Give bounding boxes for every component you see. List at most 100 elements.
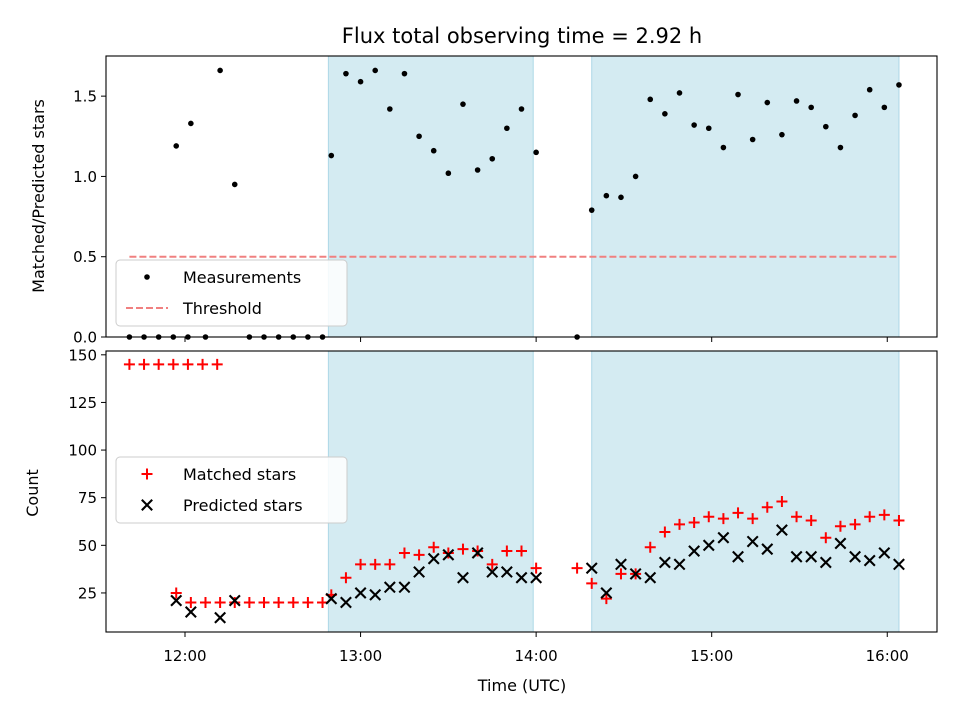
matched-stars-point-10 [214,596,226,608]
matched-stars-point-6 [211,358,223,370]
matched-stars-point-51 [834,520,846,532]
matched-stars-point-52 [849,518,861,530]
y-tick-label: 100 [68,442,97,460]
matched-stars-point-2 [153,358,165,370]
predicted-stars-point-36 [834,537,847,550]
matched-stars-point-8 [185,596,197,608]
matched-stars-point-24 [413,549,425,561]
predicted-stars-point-33 [790,550,803,563]
matched-stars-point-42 [703,511,715,523]
x-tick-label: 14:00 [515,647,558,665]
predicted-stars-point-4 [325,592,338,605]
measurements-point-6 [188,120,194,127]
y-tick-label: 50 [78,537,97,555]
measurements-point-43 [749,136,756,143]
measurements-point-44 [764,99,771,106]
predicted-stars-point-34 [805,550,818,563]
y-tick-label: 150 [68,346,97,364]
matched-stars-point-55 [893,515,905,527]
measurements-point-22 [416,133,422,140]
measurements-point-37 [662,111,668,117]
observing-window-shade-1 [591,55,900,338]
measurements-point-28 [504,125,510,132]
matched-stars-point-47 [776,496,788,508]
legend-box [115,259,348,327]
measurements-point-48 [823,123,829,130]
legend-box [115,456,348,524]
matched-stars-point-1 [138,358,150,370]
matched-stars-point-32 [530,562,542,574]
legend-label-threshold: Threshold [182,299,262,318]
measurements-point-52 [881,104,888,111]
measurements-point-50 [852,112,858,119]
predicted-stars-point-28 [717,531,730,544]
chart-title: Flux total observing time = 2.92 h [342,24,702,48]
x-tick-label: 12:00 [163,647,206,665]
predicted-stars-point-19 [585,562,598,575]
predicted-stars-point-26 [688,545,701,557]
measurements-point-5 [173,143,180,149]
y-tick-label: 0.0 [73,329,97,347]
legend: Matched stars Predicted stars [115,456,348,524]
legend-label-matched-stars: Matched stars [183,465,296,484]
matched-stars-point-50 [820,532,832,544]
predicted-stars-point-35 [819,556,832,569]
matched-stars-point-39 [659,526,671,538]
measurements-point-25 [460,101,466,107]
predicted-stars-point-23 [644,571,657,584]
measurements-point-32 [588,207,595,213]
measurements-point-46 [793,98,800,104]
predicted-stars-point-38 [863,554,876,567]
measurements-point-23 [430,147,437,154]
matched-stars-point-43 [717,513,729,525]
predicted-stars-point-22 [629,567,642,580]
matched-stars-point-20 [355,558,367,570]
observing-window-shade-0 [327,350,534,633]
y-tick-label: 75 [78,489,97,507]
matched-stars-point-41 [688,516,700,528]
measurements-point-35 [632,173,639,180]
legend-swatch-predicted-stars [141,499,153,511]
predicted-stars-point-13 [457,571,469,584]
matched-stars-point-45 [747,513,759,525]
y-tick-label: 25 [78,584,97,602]
observing-window-shade-0 [327,55,534,338]
measurements-point-18 [357,78,364,85]
predicted-stars-point-30 [746,535,759,548]
matched-stars-point-36 [615,568,627,580]
predicted-stars-point-17 [515,571,528,584]
ratio-panel: 0.0 0.5 1.0 1.5 Measurements Threshold [73,55,938,347]
matched-stars-point-0 [123,358,135,370]
predicted-stars-point-7 [369,588,382,601]
measurements-point-8 [217,67,223,74]
x-axis-label: Time (UTC) [477,676,566,695]
predicted-stars-point-10 [413,566,426,578]
measurements-point-21 [401,70,408,77]
matched-stars-point-11 [229,596,241,608]
legend-label-measurements: Measurements [183,268,301,287]
predicted-stars-point-12 [442,548,455,561]
predicted-stars-point-18 [530,571,543,584]
matched-stars-point-31 [516,545,527,557]
matched-stars-point-30 [501,545,513,557]
measurements-point-16 [328,152,335,159]
predicted-stars-point-0 [170,594,183,607]
legend: Measurements Threshold [115,259,348,327]
measurements-point-30 [533,149,539,156]
matched-stars-point-19 [340,572,352,584]
predicted-stars-point-24 [658,556,671,569]
predicted-stars-point-8 [383,581,396,594]
predicted-stars-point-29 [732,550,744,563]
y-tick-label: 0.5 [73,248,97,266]
matched-stars-point-44 [732,507,744,519]
y-tick-label: 125 [68,394,97,412]
predicted-stars-point-11 [427,552,440,565]
predicted-stars-point-25 [673,558,686,571]
predicted-stars-point-1 [184,606,197,618]
matched-stars-point-23 [398,547,410,559]
measurements-point-9 [231,181,238,188]
measurements-point-34 [618,194,624,201]
counts-panel: 25 50 75 100 125 150 12:00 13:00 14:00 15:00 16:00… [68,346,938,665]
measurements-point-17 [343,70,349,77]
